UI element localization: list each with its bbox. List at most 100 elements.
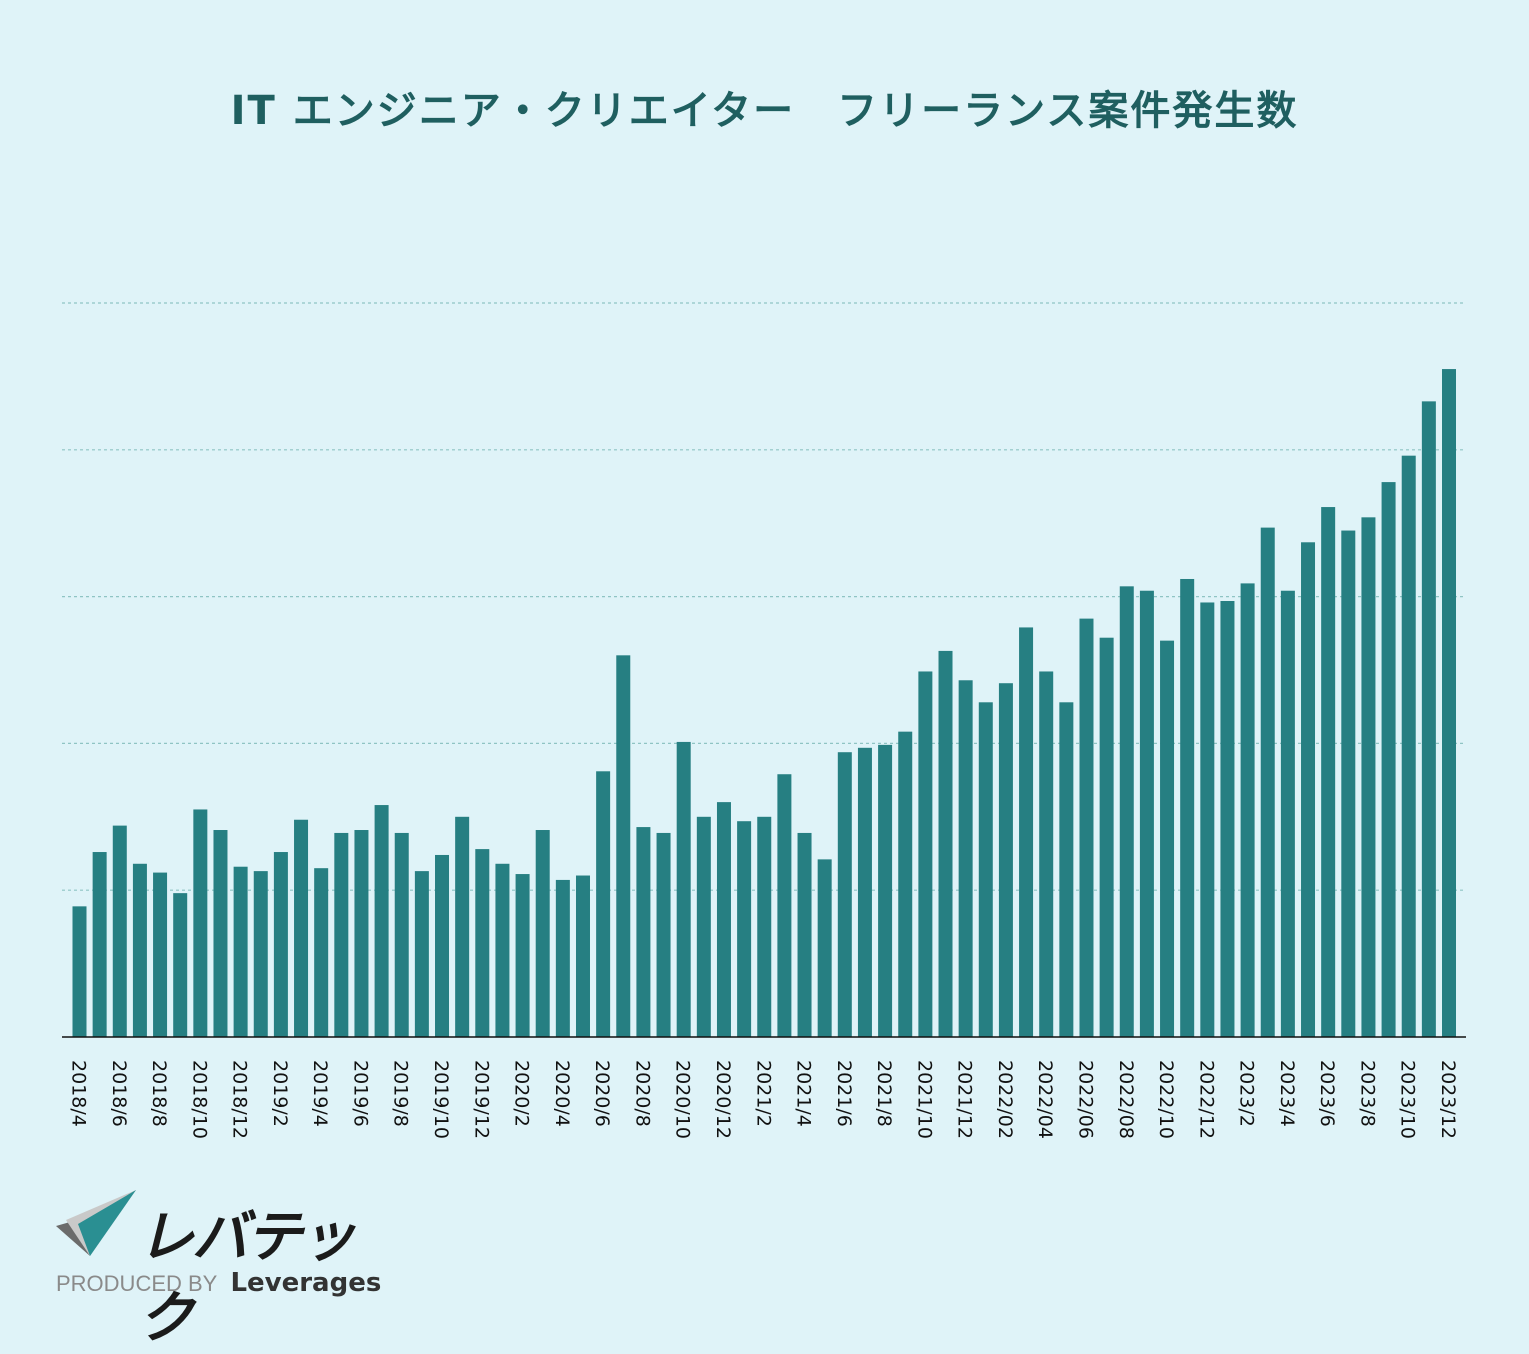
bar	[1119, 586, 1134, 1037]
bar	[737, 821, 752, 1037]
bar	[676, 741, 691, 1037]
bar	[978, 702, 993, 1037]
bar	[1180, 578, 1195, 1037]
leverages-logo: レバテック PRODUCED BY Leverages	[56, 1188, 396, 1351]
bar	[757, 816, 772, 1037]
bar	[253, 871, 268, 1037]
bar	[1220, 601, 1235, 1037]
bar	[555, 879, 570, 1037]
x-tick-label: 2019/6	[349, 1060, 371, 1127]
x-tick-label: 2020/12	[712, 1060, 734, 1139]
bar	[898, 731, 913, 1037]
x-tick-label: 2018/8	[148, 1060, 170, 1127]
bar	[1099, 637, 1114, 1037]
x-tick-label: 2021/10	[913, 1060, 935, 1139]
bar	[716, 802, 731, 1037]
x-tick-label: 2023/2	[1236, 1060, 1258, 1127]
x-tick-label: 2022/10	[1155, 1060, 1177, 1139]
bar	[656, 832, 671, 1037]
x-tick-label: 2022/12	[1195, 1060, 1217, 1139]
bar	[515, 874, 530, 1037]
x-tick-label: 2020/8	[631, 1060, 653, 1127]
bar	[636, 827, 651, 1037]
grid-lines	[62, 302, 1466, 891]
bar	[1401, 455, 1416, 1037]
bar	[1240, 583, 1255, 1037]
bar	[535, 830, 550, 1037]
bar	[817, 859, 832, 1037]
bar	[394, 832, 409, 1037]
bar	[777, 774, 792, 1037]
bar	[354, 830, 369, 1037]
bars	[72, 369, 1456, 1038]
x-tick-label: 2018/12	[229, 1060, 251, 1139]
bar	[132, 863, 147, 1037]
bar	[414, 871, 429, 1037]
x-tick-label: 2022/04	[1034, 1060, 1056, 1139]
x-tick-label: 2023/12	[1437, 1060, 1459, 1139]
x-tick-label: 2021/12	[954, 1060, 976, 1139]
bar	[1079, 618, 1094, 1037]
bar	[314, 868, 329, 1037]
bar	[878, 744, 893, 1037]
bar	[213, 830, 228, 1037]
x-tick-label: 2018/6	[108, 1060, 130, 1127]
x-tick-label: 2023/8	[1356, 1060, 1378, 1127]
bar	[797, 832, 812, 1037]
x-tick-label: 2023/4	[1276, 1060, 1298, 1127]
logo-check-icon	[56, 1190, 136, 1256]
bar	[294, 819, 309, 1037]
bar	[455, 816, 470, 1037]
bar	[374, 805, 389, 1037]
bar	[575, 875, 590, 1037]
x-tick-label: 2020/10	[672, 1060, 694, 1139]
x-tick-label: 2018/4	[68, 1060, 90, 1127]
bar	[696, 816, 711, 1037]
bar	[958, 680, 973, 1037]
bar	[938, 650, 953, 1037]
bar	[1059, 702, 1074, 1037]
bar	[334, 832, 349, 1037]
x-tick-label: 2022/06	[1074, 1060, 1096, 1139]
bar	[1341, 530, 1356, 1037]
x-tick-label: 2020/4	[551, 1060, 573, 1127]
x-tick-labels: 2018/4 2018/6 2018/8 2018/10 2018/12 2019/2 20…	[68, 1060, 1460, 1139]
x-tick-label: 2019/2	[269, 1060, 291, 1127]
bar-chart: 2018/4 2018/6 2018/8 2018/10 2018/12 2019/2 20…	[62, 302, 1466, 1139]
x-tick-label: 2023/10	[1397, 1060, 1419, 1139]
x-tick-label: 2019/4	[309, 1060, 331, 1127]
logo-wordmark: レバテック	[138, 1205, 356, 1351]
bar	[1200, 602, 1215, 1037]
bar	[1280, 590, 1295, 1037]
bar	[112, 825, 127, 1037]
chart-title: IT エンジニア・クリエイター フリーランス案件発生数	[230, 88, 1299, 134]
bar	[616, 655, 631, 1037]
bar	[495, 863, 510, 1037]
x-tick-label: 2020/6	[591, 1060, 613, 1127]
bar	[1260, 527, 1275, 1037]
bar	[596, 771, 611, 1037]
bar	[998, 683, 1013, 1037]
bar	[857, 747, 872, 1037]
bar	[475, 849, 490, 1037]
x-tick-label: 2021/4	[793, 1060, 815, 1127]
bar	[273, 852, 288, 1037]
bar	[837, 752, 852, 1037]
bar	[1301, 542, 1316, 1037]
bar	[1361, 517, 1376, 1037]
x-tick-label: 2019/8	[390, 1060, 412, 1127]
bar	[1442, 369, 1456, 1037]
x-tick-label: 2021/2	[752, 1060, 774, 1127]
bar	[918, 671, 933, 1037]
bar	[1421, 401, 1436, 1038]
x-tick-label: 2019/10	[430, 1060, 452, 1139]
x-tick-label: 2023/6	[1316, 1060, 1338, 1127]
bar	[193, 809, 208, 1037]
x-tick-label: 2022/02	[994, 1060, 1016, 1139]
x-tick-label: 2018/10	[188, 1060, 210, 1139]
bar	[1039, 671, 1054, 1037]
x-tick-label: 2019/12	[470, 1060, 492, 1139]
produced-by-label: PRODUCED BY	[56, 1271, 218, 1296]
bar	[1381, 482, 1396, 1037]
bar	[153, 872, 168, 1037]
